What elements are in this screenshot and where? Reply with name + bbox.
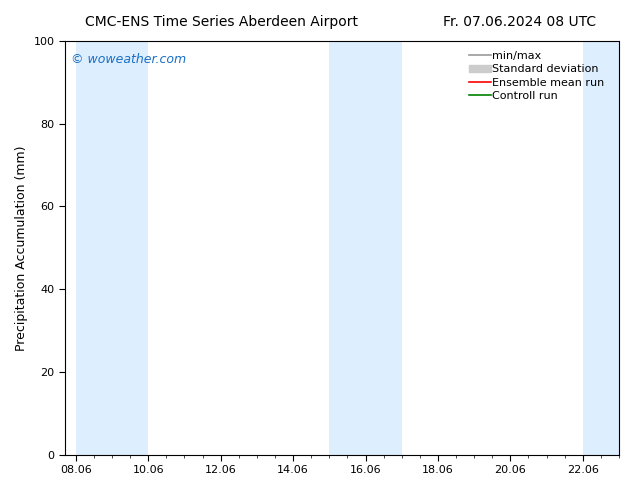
Bar bbox=[103, 41, 148, 455]
Bar bbox=[329, 41, 402, 455]
Bar bbox=[76, 41, 103, 455]
Text: Fr. 07.06.2024 08 UTC: Fr. 07.06.2024 08 UTC bbox=[443, 15, 597, 29]
Text: CMC-ENS Time Series Aberdeen Airport: CMC-ENS Time Series Aberdeen Airport bbox=[86, 15, 358, 29]
Text: © woweather.com: © woweather.com bbox=[70, 53, 186, 67]
Y-axis label: Precipitation Accumulation (mm): Precipitation Accumulation (mm) bbox=[15, 145, 28, 350]
Legend: min/max, Standard deviation, Ensemble mean run, Controll run: min/max, Standard deviation, Ensemble me… bbox=[465, 47, 614, 105]
Bar bbox=[583, 41, 626, 455]
